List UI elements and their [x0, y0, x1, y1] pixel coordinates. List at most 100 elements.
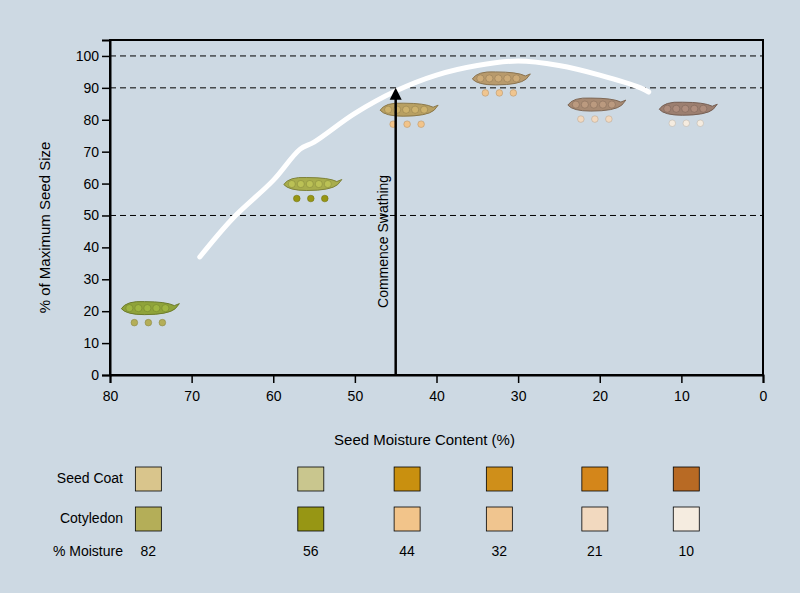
reference-line — [110, 55, 763, 56]
y-tick: 80 — [83, 112, 110, 128]
x-tick: 20 — [592, 375, 608, 404]
y-tick-mark — [102, 375, 110, 377]
seed — [293, 195, 300, 202]
y-tick: 0 — [91, 367, 110, 383]
moisture-value: 21 — [587, 543, 603, 559]
pod-pea — [486, 75, 493, 82]
y-tick-label: 0 — [91, 367, 99, 383]
row-label: % Moisture — [53, 543, 123, 559]
moisture-value: 32 — [492, 543, 508, 559]
pod-pea — [135, 305, 142, 312]
moisture-value: 10 — [678, 543, 694, 559]
seed-coat-swatch — [486, 467, 512, 491]
x-tick-label: 0 — [760, 388, 768, 404]
seed — [592, 116, 599, 123]
cotyledon-swatch — [486, 507, 512, 531]
x-tick-mark — [763, 375, 765, 383]
y-tick-label: 90 — [83, 80, 99, 96]
reference-line — [110, 215, 763, 216]
x-tick-mark — [681, 375, 683, 383]
x-tick-label: 40 — [429, 388, 445, 404]
x-tick: 0 — [760, 375, 768, 404]
cotyledon-swatch — [394, 507, 420, 531]
reference-lines — [110, 56, 763, 216]
seed-coat-swatch — [298, 467, 324, 491]
annotation-text: Commence Swathing — [375, 175, 391, 308]
pod-shell — [568, 98, 626, 111]
seed-coat-swatch — [135, 467, 161, 491]
reference-line — [110, 87, 763, 88]
x-tick-label: 10 — [674, 388, 690, 404]
y-tick-mark — [102, 215, 110, 217]
moisture-value: 56 — [303, 543, 319, 559]
pod-pea — [513, 75, 520, 82]
x-tick-mark — [518, 375, 520, 383]
y-tick: 70 — [83, 144, 110, 160]
row-label: Cotyledon — [60, 510, 123, 526]
pod — [472, 72, 530, 96]
x-tick: 10 — [674, 375, 690, 404]
pod-pea — [306, 180, 313, 187]
seed — [131, 319, 138, 326]
x-tick: 30 — [511, 375, 527, 404]
y-axis-title: % of Maximum Seed Size — [36, 142, 53, 314]
seed — [496, 90, 503, 97]
x-tick-mark — [355, 375, 357, 383]
pod-pea — [403, 106, 410, 113]
background — [0, 0, 800, 593]
plot-marks — [121, 61, 717, 375]
seed — [510, 90, 517, 97]
x-axis-title: Seed Moisture Content (%) — [334, 431, 515, 448]
x-tick-mark — [436, 375, 438, 383]
y-tick-label: 10 — [83, 335, 99, 351]
pod-pea — [608, 101, 615, 108]
y-tick-mark — [102, 343, 110, 345]
pod-pea — [673, 105, 680, 112]
seed-coat-swatch — [582, 467, 608, 491]
pod-pea — [599, 101, 606, 108]
pod-pea — [297, 180, 304, 187]
seed — [418, 121, 425, 128]
row-label: Seed Coat — [57, 470, 123, 486]
y-tick-mark — [102, 120, 110, 122]
pod-pea — [162, 305, 169, 312]
y-tick-mark — [102, 151, 110, 153]
pod-pea — [126, 305, 133, 312]
y-tick: 50 — [83, 207, 110, 223]
moisture-value: 82 — [141, 543, 157, 559]
annotation-arrow — [394, 98, 397, 375]
x-tick-label: 20 — [592, 388, 608, 404]
pod-pea — [682, 105, 689, 112]
pod-pea — [581, 101, 588, 108]
cotyledon-swatch — [135, 507, 161, 531]
seed — [159, 319, 166, 326]
pod-pea — [495, 75, 502, 82]
x-tick-mark — [191, 375, 193, 383]
x-tick-label: 30 — [511, 388, 527, 404]
y-tick-label: 100 — [76, 48, 100, 64]
pod-pea — [664, 105, 671, 112]
x-axis-line — [111, 376, 764, 384]
y-tick-mark — [102, 56, 110, 58]
seed — [683, 120, 690, 127]
seed — [145, 319, 152, 326]
seed-coat-swatch — [394, 467, 420, 491]
pod-pea — [477, 75, 484, 82]
y-tick: 90 — [83, 80, 110, 96]
pod-shell — [380, 103, 438, 116]
y-tick-label: 80 — [83, 112, 99, 128]
pod-pea — [144, 305, 151, 312]
y-tick: 40 — [83, 239, 110, 255]
seed — [482, 90, 489, 97]
seed — [321, 195, 328, 202]
pod-pea — [590, 101, 597, 108]
y-tick: 10 — [83, 335, 110, 351]
pod-pea — [385, 106, 392, 113]
pod — [380, 103, 438, 127]
pod — [284, 177, 342, 201]
x-tick-mark — [600, 375, 602, 383]
x-tick-label: 60 — [266, 388, 282, 404]
x-tick-label: 70 — [184, 388, 200, 404]
pod — [121, 302, 179, 326]
pod-pea — [315, 180, 322, 187]
